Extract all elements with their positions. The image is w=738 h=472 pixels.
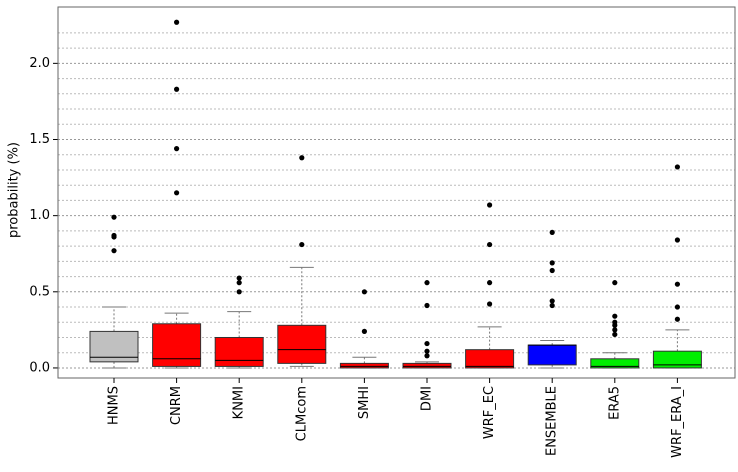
y-tick-label: 1.0 — [29, 208, 50, 223]
flier — [674, 281, 681, 287]
x-tick-label: WRF_EC — [482, 386, 497, 439]
flier — [612, 331, 618, 338]
flier — [549, 298, 555, 304]
x-tick-label: KNMI — [232, 386, 247, 419]
plot-frame — [57, 6, 736, 379]
box — [527, 344, 577, 366]
flier — [612, 322, 618, 328]
x-tick-label: ENSEMBLE — [545, 386, 560, 456]
flier — [424, 340, 430, 347]
flier — [174, 146, 180, 152]
y-tick-label: 0.0 — [29, 360, 50, 375]
flier — [487, 301, 493, 307]
flier — [612, 327, 618, 333]
flier — [424, 302, 430, 309]
flier — [111, 234, 117, 240]
box — [277, 324, 327, 364]
flier — [424, 348, 430, 354]
box — [339, 362, 389, 369]
flier — [111, 214, 117, 220]
flier — [236, 280, 242, 286]
x-tick-label: CLMcom — [294, 386, 309, 441]
y-axis-label: probability (%) — [7, 142, 22, 238]
x-tick-label: DMI — [420, 386, 435, 411]
flier — [487, 241, 493, 248]
x-tick-label: WRF_ERA_I — [670, 386, 685, 458]
flier — [174, 19, 180, 25]
flier — [549, 229, 555, 236]
box — [402, 362, 452, 369]
x-tick-label: HNMS — [107, 386, 122, 425]
flier — [612, 313, 618, 319]
flier — [674, 237, 681, 243]
box — [652, 350, 702, 369]
flier — [674, 316, 681, 322]
flier — [236, 275, 242, 281]
box — [152, 323, 202, 367]
y-tick-label: 0.5 — [29, 284, 50, 299]
flier — [299, 155, 305, 161]
box — [89, 330, 139, 363]
flier — [549, 260, 555, 266]
flier — [612, 280, 618, 286]
flier — [424, 280, 430, 286]
flier — [361, 328, 367, 334]
flier — [111, 248, 117, 254]
flier — [424, 353, 430, 359]
flier — [549, 302, 555, 309]
x-tick-label: ERA5 — [607, 386, 622, 420]
y-tick-label: 1.5 — [29, 132, 50, 147]
x-tick-label: SMHI — [357, 386, 372, 419]
flier — [174, 190, 180, 196]
flier — [549, 267, 555, 274]
flier — [674, 304, 681, 310]
box — [465, 349, 515, 369]
box — [590, 358, 640, 369]
flier — [674, 164, 681, 170]
flier — [174, 86, 180, 92]
flier — [487, 202, 493, 208]
box — [214, 336, 264, 367]
x-tick-label: CNRM — [169, 386, 184, 425]
flier — [487, 280, 493, 286]
y-tick-label: 2.0 — [29, 56, 50, 71]
flier — [236, 289, 242, 295]
flier — [361, 289, 367, 295]
flier — [299, 241, 305, 248]
